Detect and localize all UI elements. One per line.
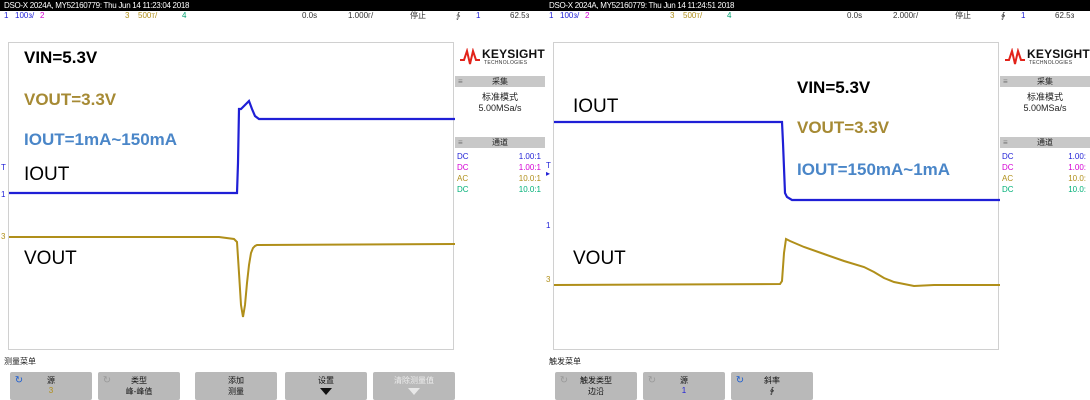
keysight-logo: KEYSIGHT TECHNOLOGIES bbox=[1002, 44, 1090, 70]
menu-title: 测量菜单 bbox=[4, 357, 36, 366]
right-ann-vout: VOUT=3.3V bbox=[797, 118, 890, 137]
sample-rate: 5.00MSa/s bbox=[478, 103, 522, 113]
ch1-number[interactable]: 1 bbox=[4, 11, 9, 20]
left-label-vout: VOUT bbox=[24, 248, 77, 269]
channel-row: AC 10.0:1 bbox=[457, 174, 541, 183]
trigger-slope-icon[interactable]: ∱ bbox=[456, 11, 461, 20]
left-title-bar: DSO-X 2024A, MY52160779: Thu Jun 14 11:2… bbox=[0, 0, 545, 11]
ch3-number[interactable]: 3 bbox=[125, 11, 130, 20]
time-offset[interactable]: 0.0s bbox=[847, 11, 863, 20]
ch1-scale[interactable]: 100з/ bbox=[15, 11, 35, 20]
run-state[interactable]: 停止 bbox=[410, 11, 426, 20]
channel-row: DC 1.00:1 bbox=[457, 152, 541, 161]
ch-marker-T[interactable]: T bbox=[1, 163, 6, 172]
softkey-slope[interactable]: ↻ 斜率 ∲ bbox=[731, 372, 813, 400]
channel-row: DC 1.00:1 bbox=[457, 163, 541, 172]
vout-trace bbox=[9, 236, 455, 318]
channel-row: AC 10.0: bbox=[1002, 174, 1086, 183]
time-scale[interactable]: 1.000г/ bbox=[348, 11, 374, 20]
softkey-settings[interactable]: 设置 bbox=[285, 372, 367, 400]
ch3-scale[interactable]: 500т/ bbox=[683, 11, 703, 20]
rotate-knob-icon: ↻ bbox=[559, 375, 569, 386]
iout-trace bbox=[9, 99, 455, 195]
channel-row: DC 10.0: bbox=[1002, 185, 1086, 194]
acquire-mode: 标准模式 bbox=[1026, 92, 1063, 102]
left-scope-screenshot: DSO-X 2024A, MY52160779: Thu Jun 14 11:2… bbox=[0, 0, 545, 400]
ch1-ground-marker[interactable]: 1 bbox=[546, 221, 551, 230]
right-waveform-svg bbox=[554, 120, 1000, 288]
acquire-header[interactable]: ≡ 采集 bbox=[455, 76, 545, 87]
right-label-vout: VOUT bbox=[573, 248, 626, 269]
left-waveform-grid: T 1 3 bbox=[1, 42, 455, 350]
ch4-number[interactable]: 4 bbox=[182, 11, 187, 20]
ch3-scale[interactable]: 500т/ bbox=[138, 11, 158, 20]
keysight-wave-icon bbox=[1005, 48, 1025, 65]
acquire-header[interactable]: ≡ 采集 bbox=[1000, 76, 1090, 87]
down-arrow-icon bbox=[320, 388, 332, 395]
trigger-level[interactable]: 62.5з bbox=[1055, 11, 1075, 20]
softkey-trigger-type[interactable]: ↻ 触发类型 边沿 bbox=[555, 372, 637, 400]
sample-rate: 5.00MSa/s bbox=[1023, 103, 1067, 113]
channel-header[interactable]: ≡ 通道 bbox=[1000, 137, 1090, 148]
right-title-bar: DSO-X 2024A, MY52160779: Thu Jun 14 11:2… bbox=[545, 0, 1090, 11]
keysight-logo: KEYSIGHT TECHNOLOGIES bbox=[457, 44, 545, 70]
right-waveform-grid: T ▸ 1 3 bbox=[546, 42, 1000, 350]
trigger-level[interactable]: 62.5з bbox=[510, 11, 530, 20]
run-state[interactable]: 停止 bbox=[955, 11, 971, 20]
ch-marker-arrow[interactable]: ▸ bbox=[546, 169, 551, 178]
right-label-iout: IOUT bbox=[573, 96, 619, 117]
right-ann-vin: VIN=5.3V bbox=[797, 78, 871, 97]
ch3-number[interactable]: 3 bbox=[670, 11, 675, 20]
right-scope-screenshot: DSO-X 2024A, MY52160779: Thu Jun 14 11:2… bbox=[545, 0, 1090, 400]
ch2-number[interactable]: 2 bbox=[40, 11, 45, 20]
right-side-panel: KEYSIGHT TECHNOLOGIES ≡ 采集 标准模式 5.00MSa/s… bbox=[1000, 42, 1090, 350]
trigger-channel[interactable]: 1 bbox=[1021, 11, 1026, 20]
time-scale[interactable]: 2.000г/ bbox=[893, 11, 919, 20]
rotate-knob-icon: ↻ bbox=[735, 375, 745, 386]
channel-header[interactable]: ≡ 通道 bbox=[455, 137, 545, 148]
ch1-number[interactable]: 1 bbox=[549, 11, 554, 20]
trigger-slope-icon[interactable]: ∲ bbox=[1001, 11, 1006, 20]
right-channel-bar: 1 100з/ 2 3 500т/ 4 0.0s 2.000г/ 停止 ∲ 1 … bbox=[545, 11, 1090, 21]
ch3-ground-marker[interactable]: 3 bbox=[546, 275, 551, 284]
left-channel-bar: 1 100з/ 2 3 500т/ 4 0.0s 1.000г/ 停止 ∱ 1 … bbox=[0, 11, 545, 21]
iout-trace bbox=[554, 120, 1000, 202]
left-ann-iout: IOUT=1mA~150mA bbox=[24, 130, 178, 149]
softkey-type[interactable]: ↻ 类型 峰-峰值 bbox=[98, 372, 180, 400]
rotate-knob-icon: ↻ bbox=[102, 375, 112, 386]
left-ann-vin: VIN=5.3V bbox=[24, 48, 98, 67]
rotate-knob-icon: ↻ bbox=[14, 375, 24, 386]
softkey-add-measurement[interactable]: 添加 测量 bbox=[195, 372, 277, 400]
ch1-scale[interactable]: 100з/ bbox=[560, 11, 580, 20]
time-offset[interactable]: 0.0s bbox=[302, 11, 318, 20]
rotate-knob-icon: ↻ bbox=[647, 375, 657, 386]
ch3-ground-marker[interactable]: 3 bbox=[1, 232, 6, 241]
channel-row: DC 1.00: bbox=[1002, 163, 1086, 172]
menu-title: 触发菜单 bbox=[549, 357, 581, 366]
ch2-number[interactable]: 2 bbox=[585, 11, 590, 20]
ch1-ground-marker[interactable]: 1 bbox=[1, 190, 6, 199]
left-ann-vout: VOUT=3.3V bbox=[24, 90, 117, 109]
ch4-number[interactable]: 4 bbox=[727, 11, 732, 20]
right-ann-iout: IOUT=150mA~1mA bbox=[797, 160, 951, 179]
vout-trace bbox=[554, 237, 1000, 288]
trigger-channel[interactable]: 1 bbox=[476, 11, 481, 20]
acquire-mode: 标准模式 bbox=[481, 92, 518, 102]
down-arrow-icon bbox=[408, 388, 420, 395]
left-waveform-svg bbox=[9, 99, 455, 318]
left-side-panel: KEYSIGHT TECHNOLOGIES ≡ 采集 标准模式 5.00MSa/s… bbox=[455, 42, 545, 350]
softkey-clear-measurements[interactable]: 清除测量值 bbox=[373, 372, 455, 400]
left-label-iout: IOUT bbox=[24, 164, 70, 185]
channel-row: DC 10.0:1 bbox=[457, 185, 541, 194]
channel-row: DC 1.00: bbox=[1002, 152, 1086, 161]
ch-marker-T[interactable]: T bbox=[546, 161, 551, 170]
keysight-wave-icon bbox=[460, 48, 480, 65]
